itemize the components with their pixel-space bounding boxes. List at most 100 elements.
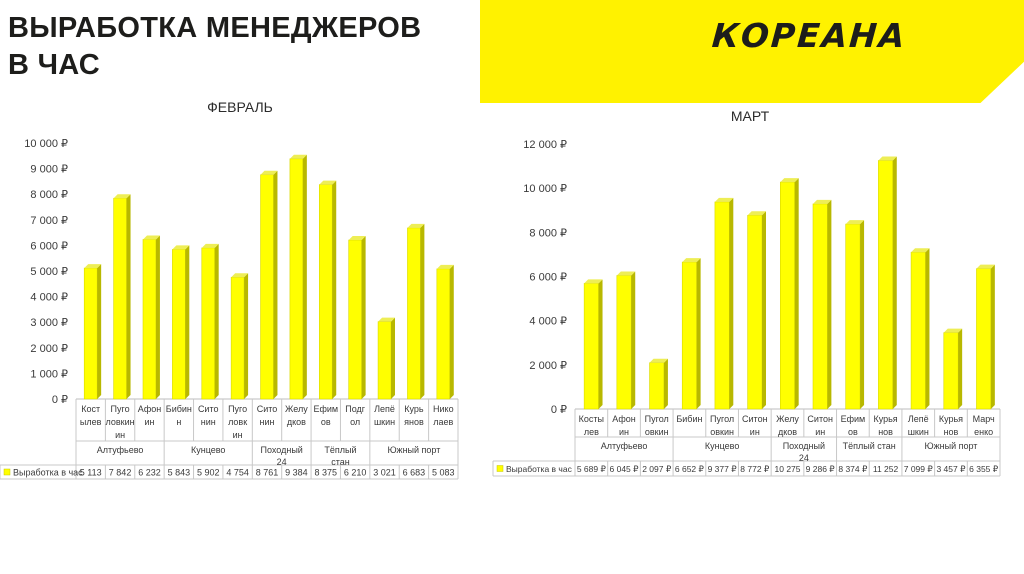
bar-top [142,235,160,240]
bar-side [361,236,366,399]
x-category-label: ин [233,430,243,440]
bar-top [813,199,832,204]
y-tick-label: 6 000 ₽ [529,272,567,284]
bar-side [663,358,668,409]
x-category-label: Марч [973,414,995,424]
bar [616,275,632,410]
bar-side [631,271,636,409]
data-table-value: 5 113 [80,468,102,478]
x-category-label: Сито [257,404,278,414]
bar-side [97,264,102,399]
bar [583,283,599,410]
x-category-label: нов [878,427,893,437]
bar [910,251,926,410]
bar [681,261,697,410]
x-group-label: Тёплый стан [843,441,896,451]
x-category-label: Курья [873,414,897,424]
x-category-label: шкин [908,427,929,437]
x-category-label: Лепё [374,404,395,414]
x-group-label: Походный [783,441,825,451]
bar-side [185,245,190,399]
bar-side [332,180,337,399]
x-category-label: ин [619,427,629,437]
x-category-label: Курь [404,404,424,414]
data-table-value: 5 843 [168,468,191,478]
data-table-value: 5 689 ₽ [577,464,607,474]
y-tick-label: 10 000 ₽ [24,138,68,150]
bar [878,160,894,410]
bar-side [126,194,131,399]
bar-top [407,223,425,228]
x-category-label: Ефим [313,404,338,414]
x-category-label: ин [750,427,760,437]
data-table-value: 6 355 ₽ [969,464,999,474]
data-table-value: 9 377 ₽ [708,464,738,474]
bar-side [990,264,995,409]
x-category-label: Афон [612,414,636,424]
x-group-label: 24 [799,453,809,463]
data-table-value: 6 045 ₽ [610,464,640,474]
data-table-value: 5 902 [197,468,220,478]
x-category-label: Ефим [841,414,866,424]
legend-key [496,465,504,472]
bar-side [244,273,249,399]
y-tick-label: 7 000 ₽ [30,215,68,227]
x-category-label: Пугол [710,414,734,424]
bar-top [84,264,102,269]
bar-top [201,243,219,248]
x-category-label: нин [201,417,216,427]
x-group-label: Кунцево [191,445,225,455]
bar-side [155,235,160,399]
data-table-value: 2 097 ₽ [642,464,672,474]
y-tick-label: 8 000 ₽ [30,189,68,201]
x-category-label: Желу [776,414,799,424]
y-tick-label: 3 000 ₽ [30,317,68,329]
bar-top [682,258,701,263]
x-category-label: шкин [374,417,395,427]
bar-side [729,197,734,409]
bar-top [113,194,131,199]
bar-top [747,211,766,216]
x-category-label: Подг [345,404,366,414]
header-banner [480,0,1024,103]
x-category-label: лев [584,427,599,437]
data-table-value: 6 683 [403,468,426,478]
x-category-label: Косты [579,414,604,424]
bar-top [436,264,454,269]
y-tick-label: 4 000 ₽ [529,316,567,328]
chart-title-march: МАРТ [730,108,770,124]
data-table-value: 9 286 ₽ [806,464,836,474]
x-group-label: Алтуфьево [97,445,144,455]
x-category-label: Желу [285,404,308,414]
bar-side [420,223,425,399]
x-category-label: енко [974,427,993,437]
data-table-value: 3 457 ₽ [936,464,966,474]
data-table-value: 5 083 [432,468,455,478]
bar [747,214,763,410]
x-category-label: янов [404,417,424,427]
x-category-label: Пуго [228,404,247,414]
x-category-label: Сито [198,404,219,414]
data-table-value: 8 772 ₽ [740,464,770,474]
bar [780,181,795,410]
data-table-value: 8 761 [256,468,279,478]
bar-top [878,156,897,161]
x-category-label: Афон [138,404,162,414]
bar-top [378,317,396,322]
data-table-value: 7 842 [109,468,132,478]
data-table-value: 6 232 [138,468,161,478]
page-title: ВЫРАБОТКА МЕНЕДЖЕРОВ В ЧАС [8,12,422,81]
bar-top [172,245,190,250]
x-category-label: нов [944,427,959,437]
bar-side [302,154,307,399]
y-tick-label: 5 000 ₽ [30,266,68,278]
bar-top [616,271,636,276]
x-category-label: ов [848,427,858,437]
y-tick-label: 6 000 ₽ [30,240,68,252]
data-table-value: 8 375 [315,468,338,478]
bar-side [762,211,766,409]
bar-side [214,243,219,399]
x-category-label: ин [144,417,154,427]
data-table-value: 6 210 [344,468,367,478]
